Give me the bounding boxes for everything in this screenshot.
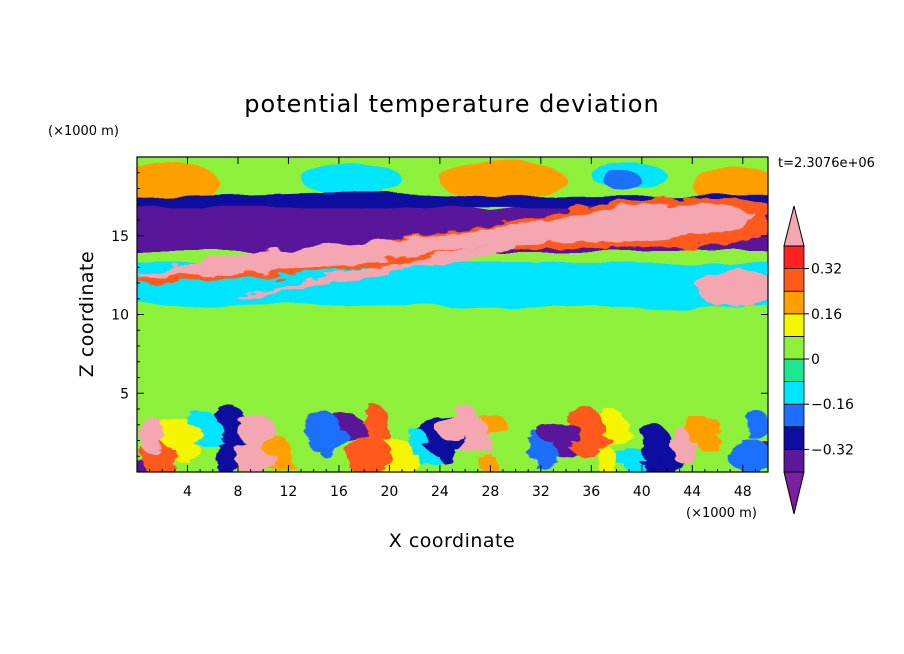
x-tick-label: 36 [582,484,600,500]
turbulent-eddy [493,430,532,472]
colorbar-tick-label: 0 [811,352,820,368]
colorbar-max-arrow [783,205,805,247]
turbulent-eddy [713,401,743,443]
colorbar-swatch [783,358,805,383]
eddy-pink-a [237,415,276,447]
turbulent-eddy [407,429,428,449]
y-axis-title: Z coordinate [76,251,98,377]
colorbar-swatch [783,268,805,292]
y-axis: 5 10 15 [111,172,768,457]
upper-warm-left [137,161,220,206]
eddy-pink-b [436,415,469,441]
turbulent-eddy [670,424,691,455]
x-tick-label: 24 [431,484,449,500]
colorbar-tick-label: 0.16 [811,307,842,323]
colorbar-swatch [783,313,805,337]
x-tick-label: 48 [734,484,752,500]
colorbar-tick-label: −0.16 [811,397,854,413]
colorbar-swatch [783,381,805,405]
chart-title: potential temperature deviation [244,90,659,118]
colorbar-swatch [783,290,805,315]
x-axis-title: X coordinate [389,530,515,552]
turbulent-eddy [187,411,217,430]
x-tick-label: 20 [380,484,398,500]
colorbar-tick-label: −0.32 [811,442,854,458]
time-label: t=2.3076e+06 [778,156,875,171]
colorbar-swatch [783,245,805,270]
turbulent-eddy [216,442,237,472]
colorbar-swatch [783,335,805,360]
colorbar-swatch [783,448,805,473]
mid-patch [693,322,768,386]
turbulent-eddy [346,436,393,472]
x-tick-label: 12 [280,484,298,500]
x-tick-label: 40 [633,484,651,500]
colorbar: 0.32 0.16 0 −0.16 −0.32 [783,205,854,515]
x-axis: 4 8 12 16 20 24 28 32 36 40 44 48 [149,157,756,500]
turbulent-eddy [640,423,670,465]
x-tick-label: 44 [683,484,701,500]
upper-cold-core [603,171,642,191]
warm-arm [238,242,516,301]
turbulent-eddy [303,412,341,443]
x-tick-label: 4 [183,484,192,500]
x-tick-label: 8 [233,484,242,500]
colorbar-swatch [783,403,805,428]
turbulent-eddy [536,423,584,443]
y-tick-label: 15 [111,229,129,245]
upper-warm-right [692,166,768,205]
turbulent-eddy [683,417,722,437]
y-unit-label: (×1000 m) [48,124,119,139]
y-tick-label: 10 [111,308,129,324]
eddy-pink-left [139,416,165,455]
colorbar-tick-label: 0.32 [811,262,842,278]
turbulent-eddy [726,441,768,472]
x-tick-label: 28 [481,484,499,500]
x-tick-label: 16 [330,484,348,500]
colorbar-min-arrow [783,471,805,515]
x-unit-label: (×1000 m) [686,506,757,521]
plot-area [137,157,768,472]
y-tick-label: 5 [120,386,129,402]
turbulent-eddy [214,403,245,445]
upper-cold-a [301,163,403,195]
turbulent-eddy [597,447,618,472]
upper-warm-mid [439,160,567,202]
x-tick-label: 32 [532,484,550,500]
warm-right-lobe [696,268,768,307]
colorbar-swatch [783,426,805,450]
warm-core [137,204,756,277]
turbulent-eddy [360,405,390,447]
